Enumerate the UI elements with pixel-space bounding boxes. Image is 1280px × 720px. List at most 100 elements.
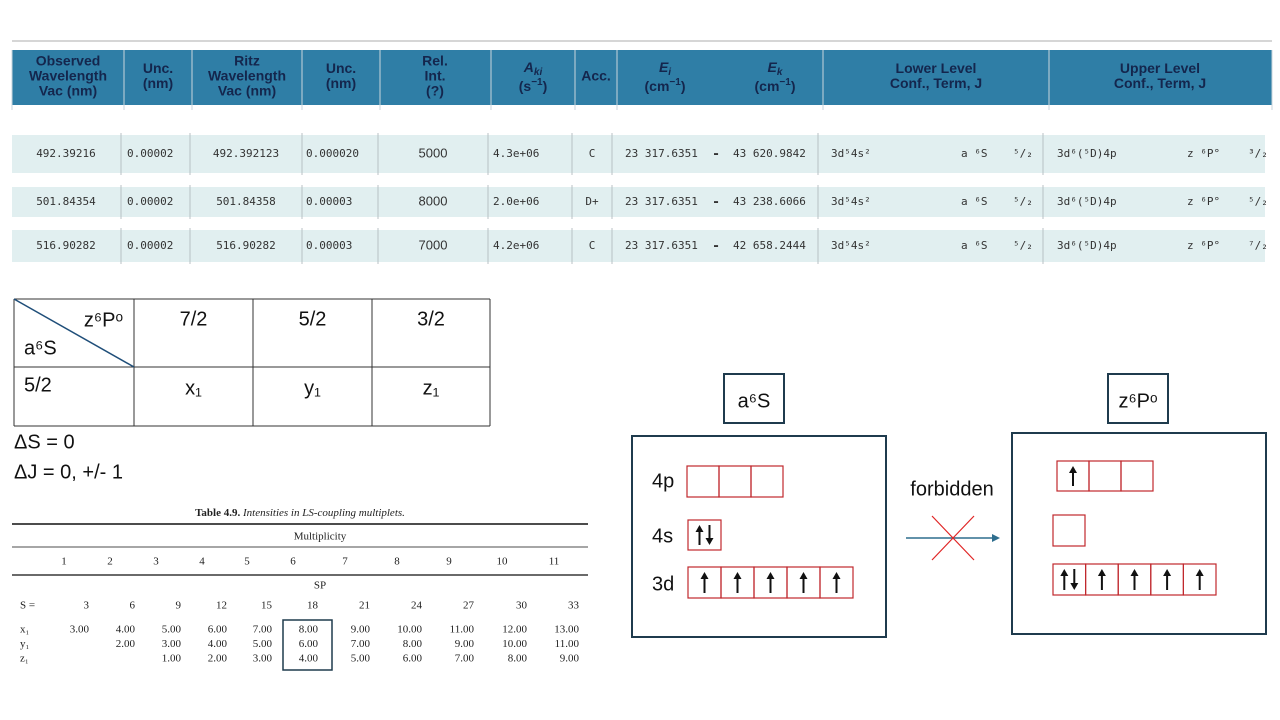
cell-text: 33 xyxy=(568,600,580,612)
cell-text: ³/₂ xyxy=(1248,147,1268,160)
electron-arrowhead xyxy=(700,572,709,579)
cell-text: - xyxy=(713,237,718,254)
cell-text: 43 238.6066 xyxy=(733,195,806,208)
cell-text: a ⁶S xyxy=(961,239,988,252)
electron-arrowhead xyxy=(695,525,704,532)
cell-text: ⁷/₂ xyxy=(1248,239,1268,252)
cell-text: 7.00 xyxy=(253,624,273,636)
header-text: Ritz xyxy=(234,53,260,69)
label-box xyxy=(1107,373,1169,424)
cell-text: 18 xyxy=(307,600,319,612)
header-text: Lower Level xyxy=(896,60,977,76)
header-symbol: E xyxy=(659,59,669,75)
header-text: Conf., Term, J xyxy=(890,75,982,91)
corner-label: z⁶Pᵒ xyxy=(84,309,123,331)
column-label: 6 xyxy=(290,556,296,568)
orbital-box xyxy=(819,566,854,599)
column-label: 7 xyxy=(342,556,348,568)
header-subscript: i xyxy=(668,67,671,78)
cell-text: 5000 xyxy=(419,145,448,160)
cell-text: 4.00 xyxy=(299,653,319,665)
cell-text: 4.00 xyxy=(208,638,228,650)
header-text: (cm−1) xyxy=(755,77,796,94)
electron-arrowhead xyxy=(799,572,808,579)
cell-text: 3.00 xyxy=(162,638,182,650)
cell-text: 6.00 xyxy=(208,624,228,636)
cell-text: z ⁶P° xyxy=(1187,147,1220,160)
cell-text: 0.00002 xyxy=(127,195,173,208)
column-label: 4 xyxy=(199,556,205,568)
electron-arrowhead xyxy=(1070,583,1079,590)
cell-text: 8.00 xyxy=(508,653,528,665)
cell-text: 492.39216 xyxy=(36,147,96,160)
cell-text: 23 317.6351 xyxy=(625,239,698,252)
header-symbol: E xyxy=(768,59,778,75)
header-unit: (cm xyxy=(755,78,780,94)
cell-text: 27 xyxy=(463,600,475,612)
electron-arrowhead xyxy=(1195,569,1204,576)
transition-label: forbidden xyxy=(910,478,993,500)
header-unit: (cm xyxy=(645,78,670,94)
header-text: Int. xyxy=(425,68,446,84)
cell-text: 9.00 xyxy=(455,638,475,650)
header-text: Rel. xyxy=(422,53,448,69)
section-label: SP xyxy=(314,580,326,592)
electron-arrowhead xyxy=(1060,569,1069,576)
header-text: (nm) xyxy=(326,75,356,91)
help-link[interactable]: (?) xyxy=(426,83,444,99)
cell-text: 8.00 xyxy=(299,624,319,636)
orbital-box xyxy=(750,465,784,498)
cell-text: - xyxy=(713,145,718,162)
cell-text: 0.00002 xyxy=(127,147,173,160)
cell-text: 23 317.6351 xyxy=(625,195,698,208)
column-label: 5/2 xyxy=(299,308,327,330)
cell-text: 12 xyxy=(216,600,227,612)
label-box xyxy=(723,373,785,424)
header-text: Wavelength xyxy=(29,68,107,84)
header-text: Acc. xyxy=(581,68,611,84)
cell-text: 7000 xyxy=(419,237,448,252)
cell-text: 501.84354 xyxy=(36,195,96,208)
cell-text: 5.00 xyxy=(253,638,273,650)
cell-text: ⁵/₂ xyxy=(1248,195,1268,208)
orbital-label: 3d xyxy=(652,573,674,595)
column-label: 3/2 xyxy=(417,308,445,330)
cell-text: 2.00 xyxy=(116,638,136,650)
cell-text: 0.00003 xyxy=(306,195,352,208)
state-label: z⁶Pᵒ xyxy=(1118,390,1157,412)
cell-text: a ⁶S xyxy=(961,147,988,160)
cell-text: 3 xyxy=(84,600,90,612)
electron-arrowhead xyxy=(1069,466,1077,473)
cell-text: 8000 xyxy=(419,193,448,208)
cell-text: C xyxy=(589,239,596,252)
orbital-box xyxy=(1052,514,1086,547)
header-text: Conf., Term, J xyxy=(1114,75,1206,91)
electron-arrowhead xyxy=(733,572,742,579)
orbital-box xyxy=(1088,460,1122,492)
selection-rule: ΔJ = 0, +/- 1 xyxy=(14,461,123,483)
cell-label: x₁ xyxy=(185,377,202,399)
cell-text: 7.00 xyxy=(455,653,475,665)
row-label: 5/2 xyxy=(24,374,52,396)
cell-text: 21 xyxy=(359,600,370,612)
diagonal xyxy=(13,298,135,368)
cell-text: ⁵/₂ xyxy=(1013,239,1033,252)
cell-text: ⁵/₂ xyxy=(1013,147,1033,160)
orbital-label: 4s xyxy=(652,525,673,547)
cell-text: 6.00 xyxy=(403,653,423,665)
header-subscript: k xyxy=(777,67,783,78)
orbital-label: 4p xyxy=(652,470,674,492)
row-band xyxy=(12,187,1265,217)
column-label: 5 xyxy=(244,556,250,568)
cell-text: 12.00 xyxy=(502,624,527,636)
highlight-box xyxy=(282,619,333,671)
cell-text: 3d⁵4s² xyxy=(831,147,871,160)
orbital-box xyxy=(1052,563,1087,596)
cell-text: 11.00 xyxy=(450,624,475,636)
state-box xyxy=(1011,432,1267,635)
cell-text: z ⁶P° xyxy=(1187,195,1220,208)
cell-label: z₁ xyxy=(423,377,440,399)
caption-text: Intensities in LS-coupling multiplets. xyxy=(240,507,405,519)
cell-label: y₁ xyxy=(304,377,321,399)
cell-text: 3d⁵4s² xyxy=(831,239,871,252)
